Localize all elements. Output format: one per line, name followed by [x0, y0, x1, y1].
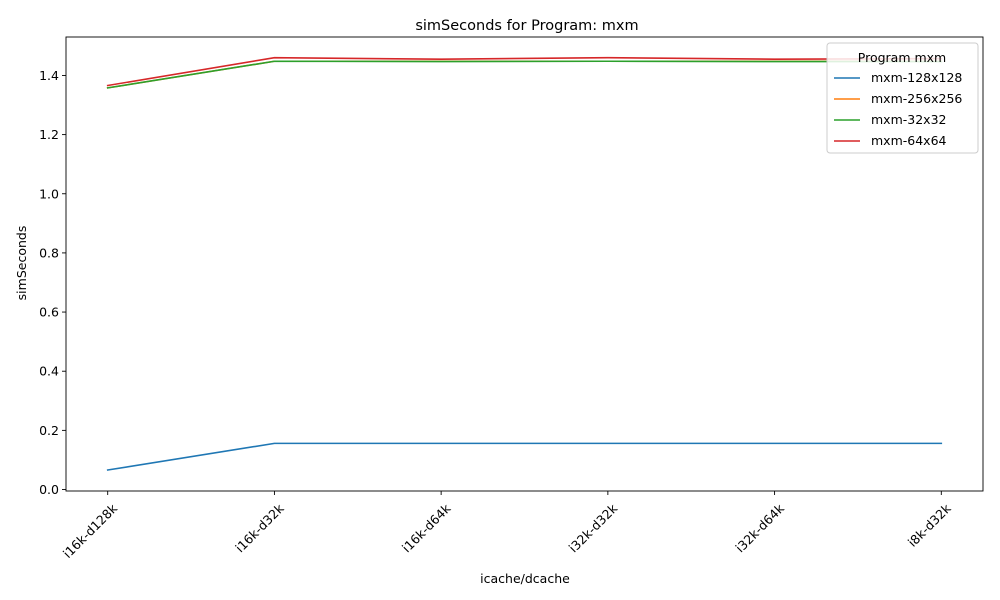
legend: Program mxm mxm-128x128 mxm-256x256 mxm-32…: [826, 42, 979, 154]
y-tick-label: 1.2: [39, 127, 59, 142]
x-tick-label: i16k-d64k: [399, 500, 454, 555]
legend-label-mxm-128x128: mxm-128x128: [871, 70, 962, 85]
x-tick-label: i32k-d32k: [566, 500, 621, 555]
y-tick-label: 0.6: [39, 305, 59, 320]
x-tick-label: i16k-d32k: [232, 500, 287, 555]
y-tick-label: 1.4: [39, 68, 59, 83]
legend-label-mxm-64x64: mxm-64x64: [871, 133, 947, 148]
x-axis-label: icache/dcache: [480, 571, 570, 586]
legend-box: [826, 42, 979, 154]
x-tick-label: i32k-d64k: [732, 500, 787, 555]
y-tick-label: 0.2: [39, 423, 59, 438]
series-line-mxm-32x32: [106, 60, 943, 89]
axes-frame: [65, 36, 984, 492]
legend-items: mxm-128x128 mxm-256x256 mxm-32x32 mxm-64x64: [834, 70, 962, 148]
legend-title: Program mxm: [858, 50, 946, 65]
y-tick-label: 0.4: [39, 364, 59, 379]
legend-label-mxm-256x256: mxm-256x256: [871, 91, 962, 106]
legend-label-mxm-32x32: mxm-32x32: [871, 112, 946, 127]
y-tick-label: 0.0: [39, 482, 59, 497]
y-tick-label: 1.0: [39, 186, 59, 201]
series-line-mxm-64x64: [106, 56, 943, 87]
chart-title: simSeconds for Program: mxm: [415, 18, 638, 34]
x-tick-label: i16k-d128k: [60, 500, 121, 561]
series-line-mxm-128x128: [106, 442, 943, 471]
y-axis-label: simSeconds: [14, 226, 29, 301]
x-tick-label: i8k-d32k: [905, 500, 955, 550]
y-tick-label: 0.8: [39, 245, 59, 260]
